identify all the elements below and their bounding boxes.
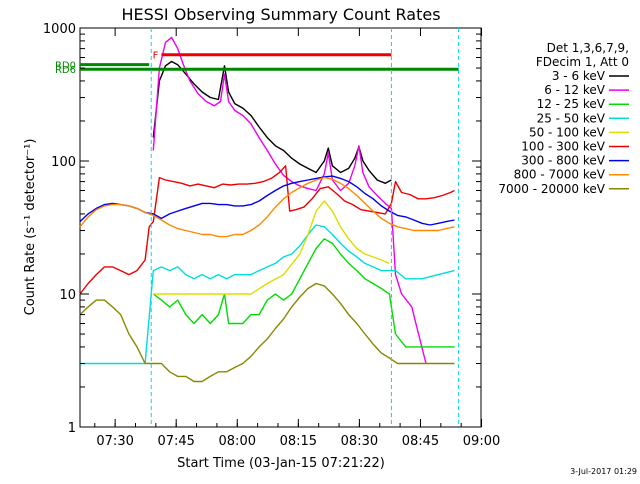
x-tick-label: 08:15 [280,434,317,449]
legend-label-7000-20000-kev: 7000 - 20000 keV [498,182,605,196]
legend-label-300-800-kev: 300 - 800 keV [521,154,605,168]
state-label-f: F [153,51,159,62]
legend: Det 1,3,6,7,9, FDecim 1, Att 0 3 - 6 keV… [498,41,629,196]
x-tick-label: 07:45 [157,434,194,449]
legend-label-6-12-kev: 6 - 12 keV [544,83,606,97]
y-tick-label: 100 [51,155,76,170]
series-line-6-12-kev [152,36,427,364]
y-ticks: 1 10 100 1000 [43,22,481,436]
series-line-800-7000-kev [79,176,455,238]
chart-title: HESSI Observing Summary Count Rates [121,5,440,24]
timestamp: 3-Jul-2017 01:29 [570,467,637,476]
legend-label-25-50-kev: 25 - 50 keV [537,111,606,125]
series-line-12-25-kev [152,238,455,348]
y-tick-label: 1 [68,421,76,436]
series-layer [79,36,455,383]
x-tick-label: 09:00 [463,434,500,449]
y-axis-label: Count Rate (s⁻¹ detector⁻¹) [23,139,38,316]
legend-label-800-7000-kev: 800 - 7000 keV [514,168,606,182]
vline-layer [150,28,460,427]
x-ticks: 07:30 07:45 08:00 08:15 08:30 08:45 09:00 [94,28,500,449]
legend-label-50-100-kev: 50 - 100 keV [529,125,606,139]
series-line-50-100-kev [153,200,390,295]
y-tick-label: 1000 [43,22,76,37]
series-line-25-50-kev [80,224,455,365]
series-line-3-6-kev [152,60,392,184]
legend-label-12-25-kev: 12 - 25 keV [537,97,606,111]
legend-header-line-1: Det 1,3,6,7,9, [547,41,629,55]
series-line-100-300-kev [79,165,455,295]
x-tick-label: 08:00 [219,434,256,449]
legend-header-line-2: FDecim 1, Att 0 [536,55,629,69]
legend-label-3-6-kev: 3 - 6 keV [552,69,606,83]
x-axis-label: Start Time (03-Jan-15 07:21:22) [177,456,385,471]
state-label-rd6: RD6 [55,65,76,76]
series-line-7000-20000-kev [79,282,455,383]
state-label-rd0: RD0 [55,61,76,72]
plot-frame [79,27,482,428]
legend-label-100-300-kev: 100 - 300 keV [521,140,605,154]
y-tick-label: 10 [59,288,76,303]
x-tick-label: 08:30 [341,434,378,449]
x-tick-label: 07:30 [96,434,133,449]
x-tick-label: 08:45 [402,434,439,449]
